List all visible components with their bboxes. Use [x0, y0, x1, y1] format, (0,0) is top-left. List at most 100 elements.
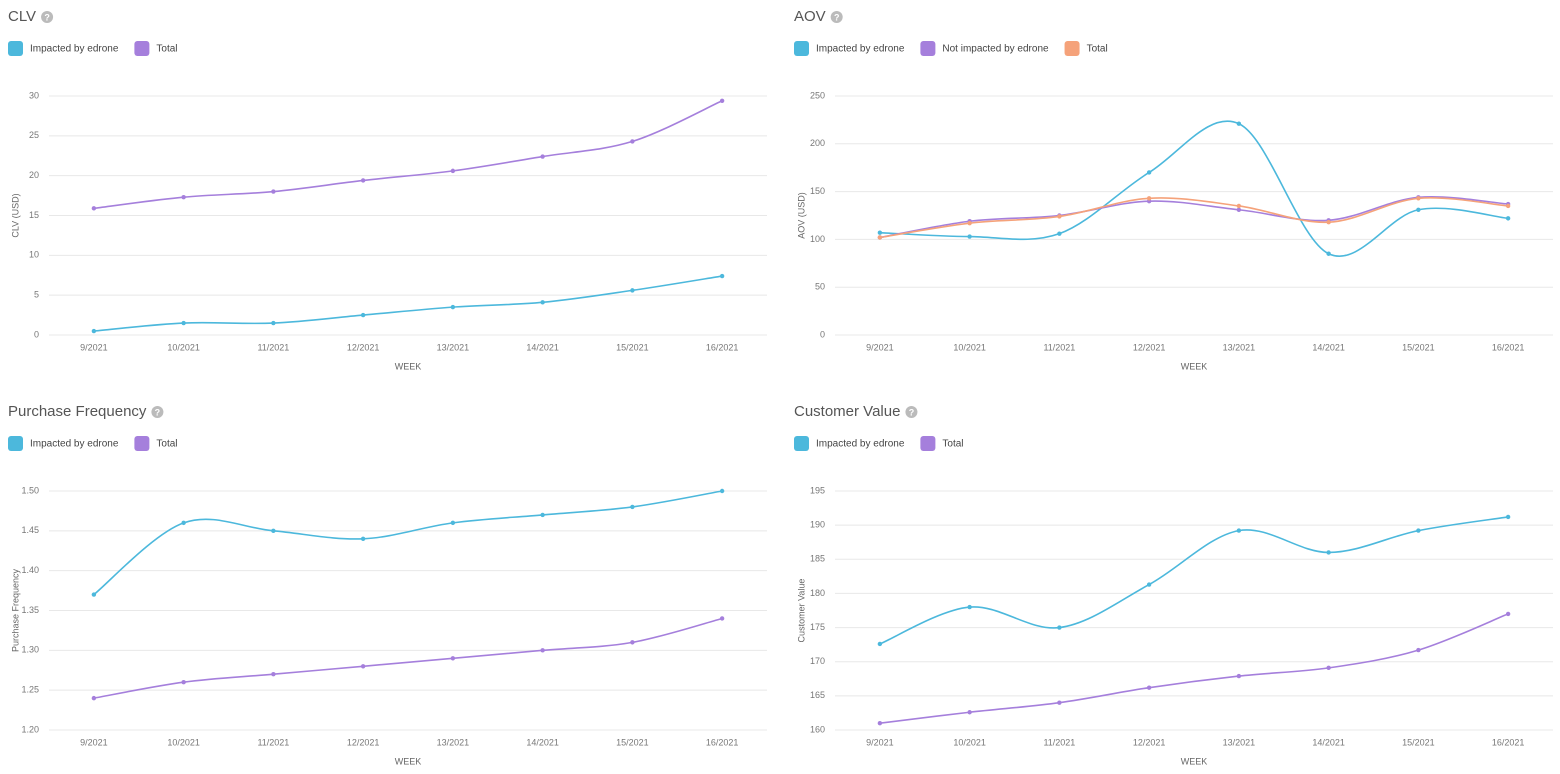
data-point	[1416, 196, 1421, 201]
y-tick-label: 0	[34, 329, 39, 339]
x-tick-label: 9/2021	[866, 737, 894, 747]
y-tick-label: 1.35	[21, 605, 39, 615]
data-point	[450, 656, 456, 661]
legend-label[interactable]: Total	[156, 44, 177, 55]
x-tick-label: 16/2021	[706, 737, 739, 747]
x-tick-label: 15/2021	[616, 342, 649, 352]
data-point	[450, 168, 456, 174]
data-point	[1236, 207, 1242, 212]
x-tick-label: 14/2021	[1312, 342, 1345, 352]
x-tick-label: 11/2021	[257, 737, 289, 747]
legend-swatch[interactable]	[794, 41, 809, 56]
legend-label[interactable]: Not impacted by edrone	[942, 44, 1049, 55]
line-series	[879, 196, 1509, 239]
data-point	[181, 320, 186, 326]
data-point	[360, 312, 366, 318]
y-tick-label: 200	[810, 138, 825, 148]
y-tick-label: 30	[29, 90, 39, 100]
data-point	[719, 273, 725, 279]
y-tick-label: 1.50	[21, 485, 39, 495]
legend-swatch[interactable]	[1064, 41, 1080, 56]
x-tick-label: 14/2021	[526, 342, 559, 352]
y-tick-label: 1.45	[21, 525, 39, 535]
x-tick-label: 9/2021	[80, 737, 108, 747]
data-point	[360, 664, 366, 669]
data-point	[1057, 231, 1062, 236]
y-tick-label: 195	[810, 485, 825, 495]
line-series	[93, 490, 723, 596]
data-point	[630, 139, 635, 144]
data-point	[1326, 251, 1331, 256]
data-point	[1236, 203, 1242, 209]
data-point	[271, 320, 276, 326]
help-icon[interactable]	[151, 406, 164, 418]
x-tick-label: 12/2021	[1133, 342, 1166, 352]
y-tick-label: 50	[815, 282, 825, 292]
chart-title: Customer Value	[794, 403, 900, 420]
y-tick-label: 1.20	[21, 724, 39, 734]
x-tick-label: 11/2021	[1043, 342, 1075, 352]
data-point	[967, 234, 972, 239]
data-point	[181, 194, 186, 200]
y-axis-label: CLV (USD)	[10, 193, 20, 237]
legend-label[interactable]: Total	[1087, 44, 1108, 55]
x-tick-label: 14/2021	[526, 737, 559, 747]
help-icon[interactable]	[41, 11, 54, 23]
x-tick-label: 13/2021	[1223, 342, 1256, 352]
data-point	[1326, 219, 1331, 225]
legend-swatch[interactable]	[920, 41, 936, 56]
data-point	[271, 528, 276, 534]
x-tick-label: 13/2021	[437, 737, 470, 747]
legend-label[interactable]: Impacted by edrone	[30, 44, 119, 55]
x-tick-label: 15/2021	[616, 737, 649, 747]
legend-label[interactable]: Total	[156, 439, 177, 450]
data-point	[630, 640, 635, 645]
data-point	[1326, 665, 1331, 671]
legend-swatch[interactable]	[134, 436, 150, 451]
help-icon-mark: ?	[155, 407, 161, 417]
y-axis-label: AOV (USD)	[796, 192, 806, 239]
y-tick-label: 1.25	[21, 685, 39, 695]
help-icon[interactable]	[830, 11, 843, 23]
data-point	[1146, 685, 1152, 690]
data-point	[1505, 216, 1511, 221]
x-tick-label: 10/2021	[167, 342, 200, 352]
x-tick-label: 11/2021	[1043, 737, 1075, 747]
y-tick-label: 250	[810, 90, 825, 100]
data-point	[91, 206, 97, 211]
legend-label[interactable]: Impacted by edrone	[816, 439, 905, 450]
legend-swatch[interactable]	[8, 41, 23, 56]
legend-label[interactable]: Total	[942, 439, 963, 450]
data-point	[877, 230, 883, 235]
data-point	[1416, 207, 1421, 212]
data-point	[967, 710, 972, 715]
legend-swatch[interactable]	[134, 41, 150, 56]
x-tick-label: 13/2021	[437, 342, 470, 352]
legend-swatch[interactable]	[920, 436, 936, 451]
help-icon[interactable]	[905, 406, 918, 418]
y-tick-label: 180	[810, 588, 825, 598]
y-tick-label: 190	[810, 520, 825, 530]
y-tick-label: 175	[810, 622, 825, 632]
y-tick-label: 100	[810, 234, 825, 244]
legend-swatch[interactable]	[8, 436, 23, 451]
x-tick-label: 15/2021	[1402, 342, 1435, 352]
data-point	[1236, 528, 1242, 533]
data-point	[540, 300, 545, 305]
data-point	[1146, 170, 1152, 175]
data-point	[271, 672, 276, 677]
x-tick-label: 9/2021	[80, 342, 108, 352]
y-tick-label: 170	[810, 656, 825, 666]
help-icon-mark: ?	[909, 407, 915, 417]
legend-swatch[interactable]	[794, 436, 809, 451]
legend-label[interactable]: Impacted by edrone	[816, 44, 905, 55]
data-point	[271, 189, 276, 194]
data-point	[877, 720, 883, 726]
x-axis-label: WEEK	[395, 756, 422, 766]
y-tick-label: 1.40	[21, 565, 39, 575]
data-point	[1505, 611, 1511, 617]
x-tick-label: 10/2021	[167, 737, 200, 747]
data-point	[719, 488, 725, 494]
legend-label[interactable]: Impacted by edrone	[30, 439, 119, 450]
x-tick-label: 12/2021	[347, 342, 380, 352]
